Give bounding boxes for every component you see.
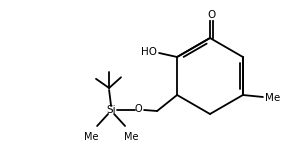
Text: Si: Si <box>106 105 116 115</box>
Text: O: O <box>134 104 142 114</box>
Text: Me: Me <box>84 132 98 142</box>
Text: Me: Me <box>124 132 138 142</box>
Text: O: O <box>207 10 216 20</box>
Text: HO: HO <box>141 47 157 57</box>
Text: Me: Me <box>265 93 280 103</box>
